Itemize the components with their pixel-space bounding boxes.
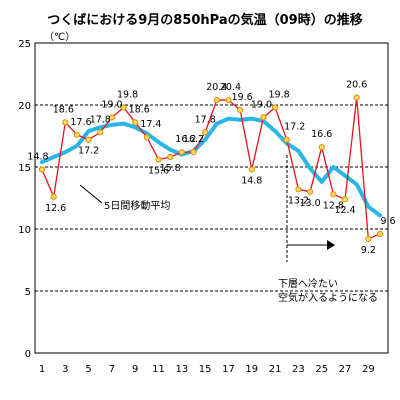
data-label: 9.6 — [380, 216, 395, 227]
daily-point — [120, 104, 127, 111]
daily-point — [50, 193, 57, 200]
daily-point — [85, 136, 92, 143]
daily-point — [353, 94, 360, 101]
daily-point — [38, 166, 46, 173]
data-label: 16.2 — [175, 134, 196, 145]
daily-point — [167, 153, 174, 161]
data-label: 14.8 — [27, 151, 48, 162]
y-axis-ticks: 0 5 10 15 20 25 — [18, 39, 31, 360]
daily-point — [143, 134, 150, 141]
y-axis-unit: （℃） — [44, 31, 75, 43]
data-label: 13.2 — [288, 195, 309, 206]
cold-air-annotation-line1: 下層へ冷たい — [278, 277, 338, 290]
daily-point — [178, 149, 185, 156]
data-label: 19.8 — [269, 89, 290, 100]
x-tick-label: 17 — [222, 364, 235, 375]
data-label: 12.8 — [323, 200, 344, 211]
data-label: 20.4 — [220, 82, 241, 93]
x-tick-label: 7 — [109, 364, 115, 375]
y-tick-label: 20 — [18, 101, 31, 112]
grid-lines — [35, 104, 388, 292]
data-label: 12.6 — [45, 203, 66, 214]
moving-average-pointer — [79, 184, 103, 204]
data-label: 15.8 — [160, 163, 181, 174]
daily-point — [376, 230, 384, 238]
data-label: 16.2 — [183, 134, 204, 145]
x-tick-label: 29 — [362, 364, 375, 375]
x-axis-ticks: 1 3 5 7 9 11 13 15 17 19 21 23 25 27 29 — [39, 364, 375, 375]
daily-point — [330, 191, 337, 198]
daily-point — [108, 114, 116, 121]
daily-point — [272, 104, 279, 111]
daily-point — [213, 96, 220, 104]
daily-point — [318, 144, 325, 151]
daily-point — [155, 156, 162, 163]
data-label: 19.8 — [117, 89, 138, 100]
data-label: 17.2 — [284, 122, 305, 133]
daily-point — [283, 136, 290, 143]
data-label: 18.6 — [129, 104, 150, 115]
moving-average-series — [40, 116, 382, 218]
daily-point — [132, 119, 139, 126]
data-label: 15.6 — [148, 166, 169, 177]
x-tick-label: 27 — [339, 364, 352, 375]
daily-point — [225, 96, 232, 104]
data-label: 17.6 — [70, 117, 91, 128]
data-label: 17.2 — [78, 146, 99, 157]
cold-air-arrow-head — [327, 240, 335, 250]
x-tick-label: 15 — [199, 364, 212, 375]
x-tick-label: 1 — [39, 364, 45, 375]
daily-point — [73, 131, 81, 138]
data-label: 19.0 — [101, 99, 122, 110]
x-tick-label: 19 — [245, 364, 258, 375]
data-label: 17.8 — [195, 114, 216, 125]
x-tick-label: 9 — [132, 364, 138, 375]
cold-air-annotation-line2: 空気が入るようになる — [278, 291, 378, 304]
daily-series — [38, 94, 384, 243]
plot-area-frame — [34, 42, 389, 354]
data-label: 17.4 — [140, 119, 161, 130]
moving-average-line — [40, 116, 382, 218]
daily-point — [295, 186, 302, 193]
data-labels: 14.812.618.617.617.217.819.019.818.617.4… — [27, 80, 395, 256]
data-label: 16.6 — [311, 129, 332, 140]
data-label: 19.6 — [232, 92, 253, 103]
data-label: 12.4 — [334, 205, 355, 216]
x-tick-label: 13 — [175, 364, 188, 375]
moving-average-label: 5日間移動平均 — [104, 199, 170, 212]
data-label: 14.8 — [241, 175, 262, 186]
x-tick-label: 3 — [62, 364, 68, 375]
x-tick-label: 25 — [315, 364, 328, 375]
y-tick-label: 5 — [25, 287, 31, 298]
daily-point — [341, 196, 349, 203]
x-tick-label: 21 — [269, 364, 282, 375]
y-tick-label: 15 — [18, 163, 31, 174]
daily-point — [202, 129, 209, 136]
daily-point — [190, 149, 197, 156]
x-tick-label: 23 — [292, 364, 305, 375]
y-tick-label: 0 — [25, 349, 31, 360]
x-tick-label: 11 — [152, 364, 165, 375]
y-tick-label: 10 — [18, 225, 31, 236]
data-label: 20.6 — [346, 80, 367, 91]
daily-point — [62, 119, 69, 126]
daily-point — [237, 106, 244, 114]
x-tick-label: 5 — [85, 364, 91, 375]
data-label: 19.0 — [251, 99, 272, 110]
daily-point — [248, 166, 255, 173]
daily-point — [260, 114, 267, 121]
daily-point — [97, 129, 104, 136]
data-label: 20.4 — [206, 82, 227, 93]
y-tick-label: 25 — [18, 39, 31, 50]
daily-point — [365, 235, 372, 243]
daily-point — [306, 188, 314, 195]
data-label: 18.6 — [53, 104, 74, 115]
data-label: 13.0 — [299, 198, 320, 209]
data-label: 9.2 — [361, 245, 376, 256]
data-label: 17.8 — [90, 114, 111, 125]
chart-title: つくばにおける9月の850hPaの気温（09時）の推移 — [47, 12, 362, 28]
